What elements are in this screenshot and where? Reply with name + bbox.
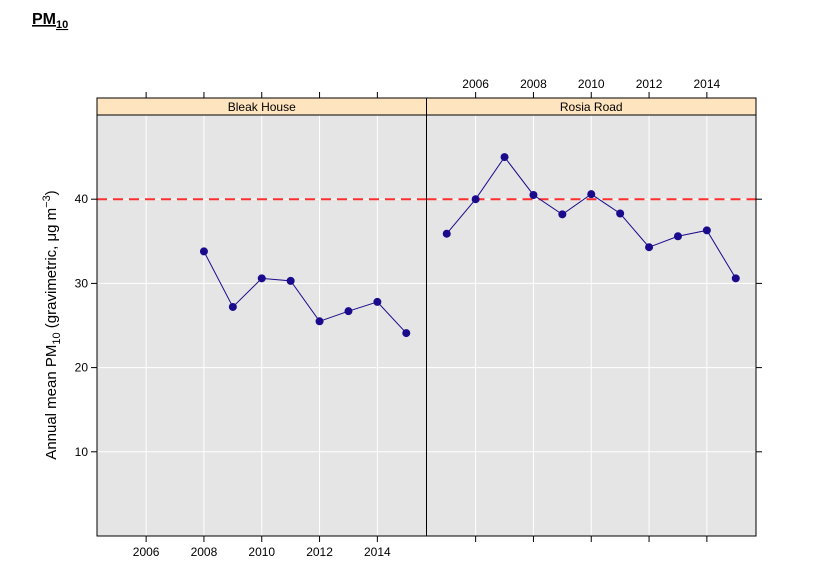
data-point — [402, 329, 411, 338]
x-tick-label: 2006 — [133, 545, 160, 559]
x-tick-label: 2014 — [694, 77, 721, 91]
data-point — [731, 274, 740, 283]
x-tick-label: 2014 — [364, 545, 391, 559]
data-point — [442, 229, 451, 238]
series-line — [203, 251, 407, 334]
data-point — [702, 226, 711, 235]
y-tick-label: 20 — [75, 361, 89, 375]
data-point — [500, 153, 509, 162]
y-label-sup: −3 — [41, 195, 53, 208]
data-point — [315, 317, 324, 326]
y-label-part: Annual mean PM — [43, 345, 60, 460]
y-label-sub: 10 — [51, 332, 63, 344]
y-tick-label: 40 — [75, 192, 89, 206]
y-tick-label: 10 — [75, 445, 89, 459]
x-tick-label: 2010 — [248, 545, 275, 559]
x-tick-label: 2012 — [636, 77, 663, 91]
x-tick-label: 2012 — [306, 545, 333, 559]
data-point — [344, 307, 353, 316]
y-label-part: ) — [43, 190, 60, 195]
strip-label: Rosia Road — [560, 100, 623, 114]
x-tick-label: 2008 — [520, 77, 547, 91]
data-point — [529, 190, 538, 199]
data-point — [616, 209, 625, 218]
x-tick-label: 2006 — [462, 77, 489, 91]
data-point — [199, 247, 208, 256]
data-point — [471, 195, 480, 204]
page-title: PM10 — [32, 11, 68, 31]
y-tick-label: 30 — [75, 276, 89, 290]
strip-label: Bleak House — [228, 100, 296, 114]
x-tick-label: 2010 — [578, 77, 605, 91]
title-main: PM — [32, 11, 56, 28]
title-sub: 10 — [56, 19, 68, 31]
data-point — [558, 210, 567, 219]
x-tick-label: 2008 — [191, 545, 218, 559]
data-point — [228, 302, 237, 311]
data-point — [373, 297, 382, 306]
data-point — [673, 232, 682, 241]
data-point — [286, 276, 295, 285]
y-axis-label: Annual mean PM10 (gravimetric, μg m−3) — [41, 190, 63, 459]
data-point — [645, 243, 654, 252]
y-label-part: (gravimetric, μg m — [43, 208, 60, 333]
data-point — [587, 190, 596, 199]
data-point — [257, 274, 266, 283]
